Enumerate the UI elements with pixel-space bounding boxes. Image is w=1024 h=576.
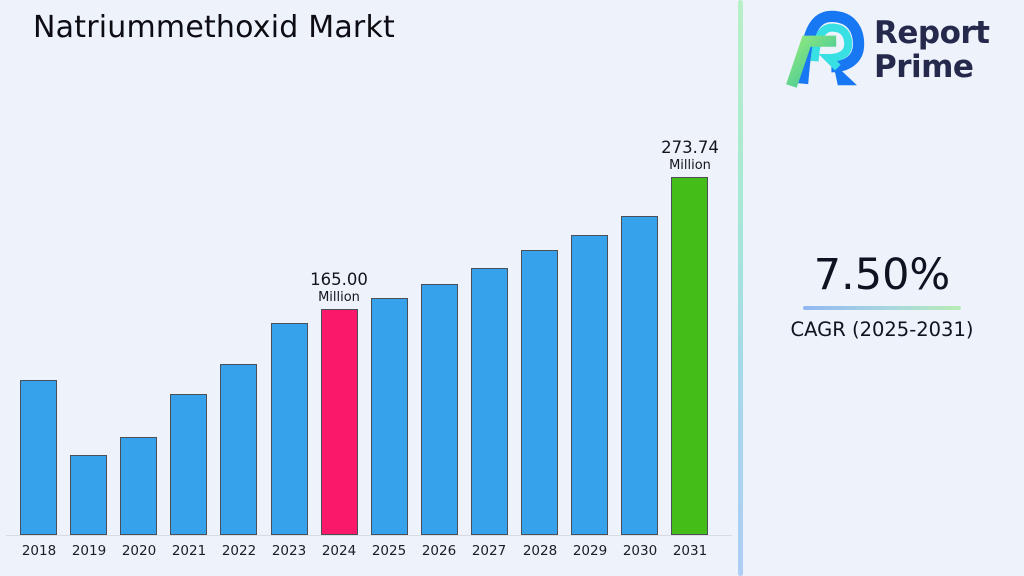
bar-2022 xyxy=(220,364,257,535)
bar-year-label: 2025 xyxy=(371,543,407,559)
annotation-unit: Million xyxy=(318,290,360,305)
bar-2029 xyxy=(571,235,608,535)
annotation-unit: Million xyxy=(669,158,711,173)
bar-2021 xyxy=(170,394,207,535)
bar-year-label: 2022 xyxy=(221,543,257,559)
bar-year-label: 2027 xyxy=(471,543,507,559)
brand-wordmark: Report Prime xyxy=(874,16,990,84)
cagr-label: CAGR (2025-2031) xyxy=(790,318,974,341)
cagr-value: 7.50% xyxy=(813,250,951,300)
bar-year-label: 2031 xyxy=(672,543,708,559)
bar-year-label: 2021 xyxy=(171,543,207,559)
cagr-underline xyxy=(803,306,961,310)
bar-2019 xyxy=(70,455,107,535)
bar-year-label: 2028 xyxy=(522,543,558,559)
bar-year-label: 2023 xyxy=(271,543,307,559)
bar-year-label: 2019 xyxy=(71,543,107,559)
bar-2020 xyxy=(120,437,157,535)
annotation-value: 273.74 xyxy=(661,138,719,157)
brand-wordmark-line2: Prime xyxy=(874,49,974,85)
bar-year-label: 2020 xyxy=(121,543,157,559)
vertical-divider xyxy=(738,0,743,576)
bar-2030 xyxy=(621,216,658,535)
cagr-panel: 7.50% CAGR (2025-2031) xyxy=(744,250,1020,341)
bar-2028 xyxy=(521,250,558,535)
bar-value-annotation: 273.74 Million xyxy=(635,138,745,174)
bar-chart: 2018 2019 2020 2021 2022 2023 2024 165.00 Millio… xyxy=(6,138,732,559)
reportprime-logo-icon xyxy=(786,10,865,88)
bar-2025 xyxy=(371,298,408,535)
bar-year-label: 2026 xyxy=(421,543,457,559)
bar-value-annotation: 165.00 Million xyxy=(284,270,394,306)
brand-logo: Report Prime xyxy=(784,10,990,90)
bar-year-label: 2024 xyxy=(321,543,357,559)
bar-year-label: 2030 xyxy=(622,543,658,559)
bar-2018 xyxy=(20,380,57,535)
annotation-value: 165.00 xyxy=(310,270,368,289)
bar-2023 xyxy=(271,323,308,535)
bar-year-label: 2029 xyxy=(572,543,608,559)
bar-year-label: 2018 xyxy=(21,543,57,559)
brand-wordmark-line1: Report xyxy=(874,15,990,51)
bar-2031 xyxy=(671,177,708,535)
bar-2026 xyxy=(421,284,458,535)
chart-baseline-axis xyxy=(6,535,732,536)
page-title: Natriummethoxid Markt xyxy=(33,10,395,45)
bar-2024 xyxy=(321,309,358,535)
bar-2027 xyxy=(471,268,508,535)
